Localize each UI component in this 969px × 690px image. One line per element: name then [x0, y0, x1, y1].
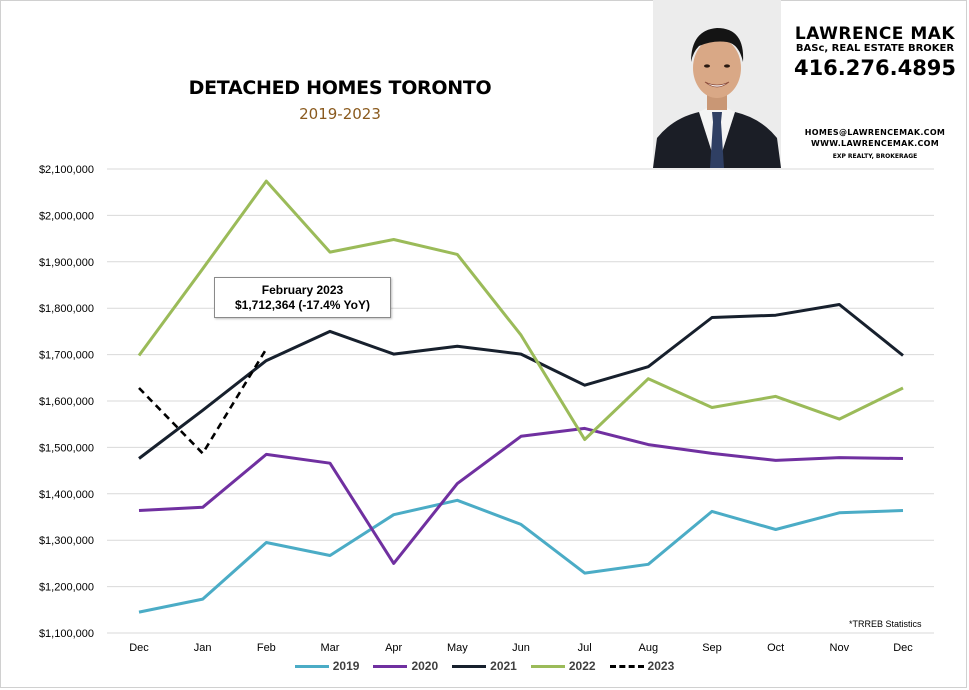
- x-tick-label: Jun: [512, 642, 530, 654]
- y-tick-label: $1,700,000: [39, 350, 94, 362]
- legend-swatch: [609, 664, 644, 668]
- agent-phone: 416.276.4895: [793, 56, 957, 80]
- series-line-2023: [138, 348, 268, 455]
- agent-headshot-photo: [653, 0, 781, 168]
- source-note: *TRREB Statistics: [849, 619, 922, 629]
- agent-contact-block: LAWRENCE MAK BASc, REAL ESTATE BROKER 41…: [781, 0, 969, 170]
- legend-swatch: [373, 664, 408, 668]
- y-axis-ticks: $1,100,000 $1,200,000 $1,300,000 $1,400,000…: [39, 164, 94, 640]
- series-line-2022: [137, 179, 904, 441]
- y-tick-label: $2,000,000: [39, 210, 94, 222]
- annotation-line-1: February 2023: [261, 283, 344, 297]
- legend-swatch: [530, 664, 565, 668]
- y-tick-label: $1,100,000: [39, 628, 94, 640]
- gridlines: [107, 168, 934, 634]
- annotation-line-2: $1,712,364 (-17.4% YoY): [235, 298, 370, 312]
- x-tick-label: May: [447, 642, 468, 654]
- series-line-2020: [138, 426, 904, 565]
- agent-email: HOMES@LAWRENCEMAK.COM: [804, 128, 946, 137]
- series-line-2019: [138, 498, 904, 614]
- y-tick-label: $1,900,000: [39, 257, 94, 269]
- chart-subtitle: 2019-2023: [299, 105, 381, 123]
- y-tick-label: $1,500,000: [39, 442, 94, 454]
- legend-item-2020: 2020: [373, 656, 438, 676]
- x-tick-label: Jul: [578, 642, 592, 654]
- series-line-2021: [138, 303, 904, 460]
- y-tick-label: $1,400,000: [39, 489, 94, 501]
- legend-label: 2021: [490, 659, 517, 673]
- series-lines: [137, 179, 904, 614]
- x-tick-label: Nov: [830, 642, 850, 654]
- x-tick-label: Dec: [893, 642, 913, 654]
- x-tick-label: Jan: [194, 642, 212, 654]
- x-tick-label: Aug: [639, 642, 659, 654]
- y-tick-label: $2,100,000: [39, 164, 94, 176]
- legend-item-2019: 2019: [294, 656, 360, 676]
- agent-website: WWW.LAWRENCEMAK.COM: [811, 139, 939, 148]
- chart-legend: 2019 2020 2021 2022 2023: [0, 656, 969, 676]
- x-tick-label: Mar: [321, 642, 340, 654]
- agent-name: LAWRENCE MAK: [794, 24, 956, 44]
- legend-item-2023: 2023: [609, 656, 675, 676]
- legend-item-2022: 2022: [530, 656, 596, 676]
- y-tick-label: $1,800,000: [39, 303, 94, 315]
- legend-swatch: [294, 664, 329, 668]
- annotation-callout: February 2023 $1,712,364 (-17.4% YoY): [214, 277, 391, 318]
- y-tick-label: $1,300,000: [39, 535, 94, 547]
- x-tick-label: Dec: [129, 642, 149, 654]
- x-axis-ticks: Dec Jan Feb Mar Apr May Jun Jul Aug Sep Oct Nov Dec: [129, 642, 913, 654]
- legend-item-2021: 2021: [452, 656, 517, 676]
- legend-label: 2023: [647, 659, 675, 673]
- legend-label: 2019: [332, 659, 360, 673]
- x-tick-label: Sep: [702, 642, 722, 654]
- legend-label: 2022: [568, 659, 596, 673]
- x-tick-label: Apr: [385, 642, 402, 654]
- agent-title: BASc, REAL ESTATE BROKER: [795, 43, 955, 54]
- chart-title: DETACHED HOMES TORONTO: [188, 77, 492, 99]
- x-tick-label: Feb: [257, 642, 276, 654]
- y-tick-label: $1,200,000: [39, 582, 94, 594]
- legend-label: 2020: [411, 659, 439, 673]
- x-tick-label: Oct: [767, 642, 784, 654]
- y-tick-label: $1,600,000: [39, 396, 94, 408]
- legend-swatch: [452, 664, 487, 668]
- agent-brokerage: EXP REALTY, BROKERAGE: [832, 153, 918, 160]
